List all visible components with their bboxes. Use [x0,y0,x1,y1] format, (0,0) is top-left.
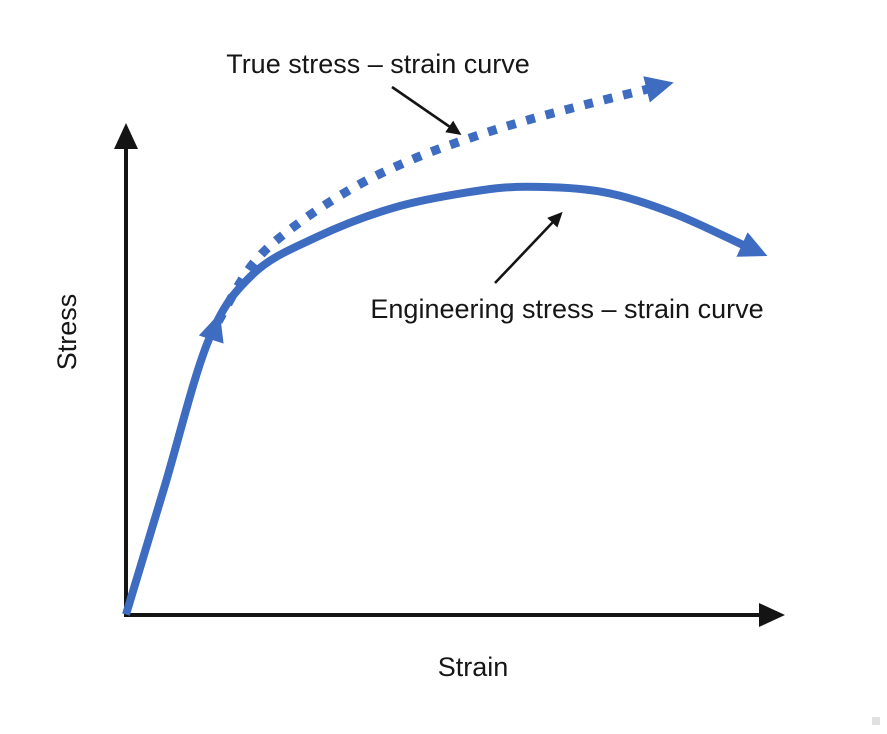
true-curve-annotation-arrow [391,85,462,135]
page-corner-artifact [872,717,880,725]
curves [122,76,768,616]
true-curve-label: True stress – strain curve [226,49,530,79]
series-path-engineering-stress [122,182,768,616]
axes [114,123,785,627]
y-axis-label: Stress [52,294,82,371]
series-path-true-stress [214,76,674,324]
x-axis-label: Strain [438,652,509,682]
engineering-curve-label: Engineering stress – strain curve [370,294,763,324]
engineering-curve-annotation-arrow [494,211,563,284]
elastic-slope-arrowhead-icon [198,312,224,344]
